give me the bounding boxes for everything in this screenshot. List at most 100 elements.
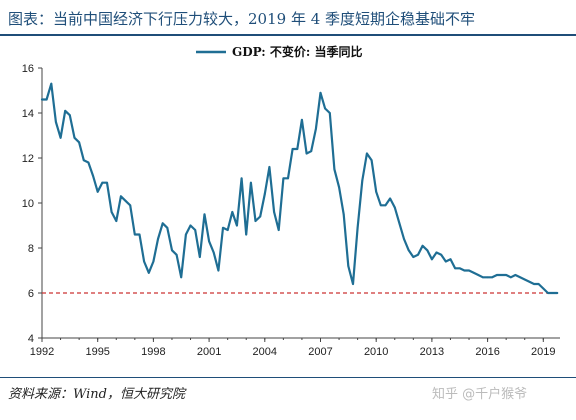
gdp-data-point	[310, 150, 313, 153]
gdp-data-point	[528, 280, 531, 283]
gdp-data-point	[124, 199, 127, 202]
gdp-data-point	[403, 238, 405, 240]
gdp-data-point	[375, 190, 378, 193]
gdp-data-point	[263, 193, 266, 195]
gdp-data-point	[138, 233, 141, 236]
gdp-data-point	[161, 222, 164, 225]
gdp-data-point	[143, 260, 146, 263]
gdp-data-point	[519, 276, 521, 279]
gdp-data-point	[398, 222, 401, 225]
source-note: 资料来源：Wind，恒大研究院	[8, 387, 185, 402]
gdp-data-point	[352, 283, 354, 285]
gdp-data-point	[82, 159, 85, 162]
gdp-data-point	[73, 136, 76, 139]
gdp-data-point	[222, 226, 224, 229]
gdp-data-point	[514, 274, 517, 276]
gdp-data-point	[389, 197, 391, 200]
gdp-data-point	[431, 258, 433, 261]
gdp-data-point	[92, 175, 94, 177]
x-tick-label: 2019	[531, 346, 555, 358]
y-axis: 4 6 8 10 12 14 16	[22, 63, 43, 345]
gdp-series-line	[40, 82, 559, 295]
gdp-data-point	[435, 251, 438, 254]
gdp-data-point	[356, 226, 359, 229]
gdp-data-point	[64, 109, 67, 112]
gdp-data-point	[50, 82, 53, 85]
x-tick-label: 2001	[197, 346, 221, 358]
x-axis: 1992 1995 1998 2001 2004 2007 2010 2013 2016 2019	[30, 337, 560, 358]
x-tick-label: 2016	[475, 346, 499, 358]
gdp-data-point	[96, 190, 99, 193]
gdp-data-point	[333, 168, 336, 171]
gdp-data-point	[175, 253, 178, 256]
gdp-data-point	[259, 215, 262, 218]
gdp-data-point	[328, 112, 331, 114]
gdp-data-point	[250, 181, 252, 184]
x-tick-label: 1992	[30, 346, 54, 358]
legend: GDP: 不变价: 当季同比	[196, 44, 362, 59]
gdp-data-point	[379, 204, 382, 207]
gdp-data-point	[533, 283, 535, 285]
gdp-data-point	[342, 213, 345, 216]
watermark-text: 知乎 @千户猴爷	[432, 387, 528, 402]
gdp-data-point	[407, 249, 410, 252]
gdp-data-point	[551, 292, 554, 294]
gdp-data-point	[110, 211, 113, 213]
gdp-data-point	[212, 251, 215, 254]
title-bar: 图表：当前中国经济下行压力较大，2019 年 4 季度短期企稳基础不牢	[0, 0, 576, 36]
x-tick-label: 2010	[364, 346, 388, 358]
gdp-data-point	[106, 181, 108, 184]
gdp-data-point	[491, 276, 494, 279]
gdp-data-point	[198, 256, 201, 258]
gdp-data-point	[556, 292, 559, 294]
gdp-data-point	[370, 159, 373, 162]
gdp-data-point	[157, 238, 159, 240]
gdp-data-point	[133, 233, 136, 236]
gdp-data-point	[45, 98, 48, 101]
gdp-data-point	[277, 229, 280, 231]
series-layer	[40, 82, 559, 295]
gdp-data-point	[59, 136, 62, 139]
footer-divider	[0, 377, 576, 378]
y-tick-label: 4	[28, 333, 34, 345]
x-tick-label: 1995	[85, 346, 109, 358]
gdp-data-point	[226, 229, 229, 231]
gdp-data-point	[421, 244, 424, 247]
gdp-data-point	[240, 177, 243, 180]
gdp-line-chart: GDP: 不变价: 当季同比 4 6 8 10 12 14 16 1992 1995 1998 2…	[22, 44, 560, 358]
gdp-data-point	[315, 127, 317, 130]
legend-label: GDP: 不变价: 当季同比	[232, 44, 362, 59]
gdp-data-point	[185, 233, 187, 236]
gdp-data-point	[384, 204, 387, 207]
gdp-data-point	[542, 287, 545, 290]
gdp-data-point	[477, 274, 480, 276]
x-tick-label: 1998	[141, 346, 165, 358]
gdp-data-point	[101, 181, 104, 184]
gdp-data-point	[505, 274, 508, 276]
gdp-data-point	[203, 213, 206, 216]
gdp-data-point	[468, 269, 470, 272]
gdp-data-point	[87, 161, 90, 164]
gdp-data-point	[482, 276, 484, 279]
y-tick-label: 14	[22, 108, 34, 120]
gdp-data-point	[282, 177, 285, 180]
gdp-data-point	[41, 98, 43, 101]
gdp-data-point	[55, 121, 57, 123]
gdp-data-point	[194, 229, 197, 231]
gdp-data-point	[236, 224, 238, 227]
gdp-data-point	[347, 265, 350, 267]
gdp-data-point	[115, 220, 118, 222]
gdp-data-point	[268, 166, 271, 168]
y-tick-label: 16	[22, 63, 34, 75]
gdp-data-point	[500, 274, 503, 276]
gdp-data-point	[180, 276, 183, 279]
gdp-data-point	[254, 220, 257, 222]
gdp-data-point	[296, 148, 299, 150]
gdp-data-point	[291, 148, 294, 150]
gdp-data-point	[547, 292, 549, 294]
gdp-data-point	[458, 267, 461, 270]
gdp-data-point	[245, 233, 248, 236]
gdp-data-point	[361, 179, 364, 182]
gdp-data-point	[147, 271, 150, 274]
gdp-data-point	[208, 240, 211, 243]
